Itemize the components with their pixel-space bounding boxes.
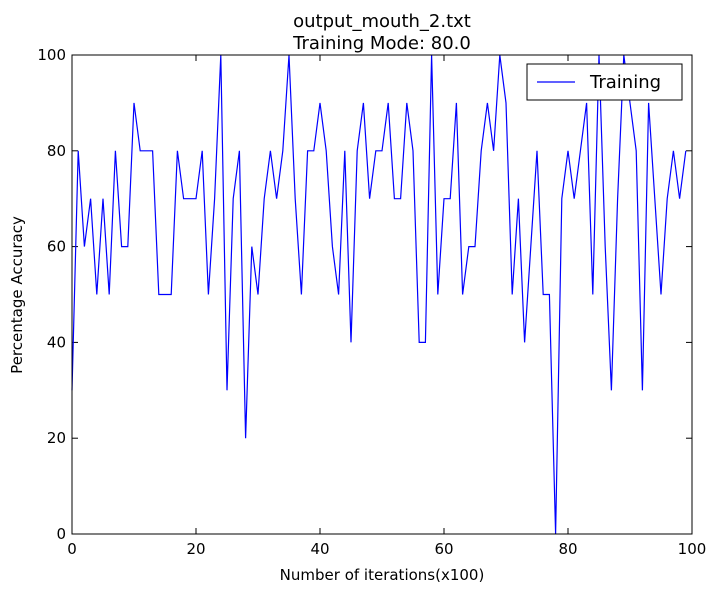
y-tick-label: 0 <box>56 525 66 543</box>
legend-label-training: Training <box>589 72 661 93</box>
series-line-training <box>71 54 687 535</box>
x-tick-label: 100 <box>678 540 707 558</box>
y-tick-label: 60 <box>47 238 66 256</box>
y-tick-label: 100 <box>37 46 66 64</box>
y-tick-label: 40 <box>47 333 66 351</box>
plot-frame <box>71 54 693 535</box>
x-tick-label: 80 <box>558 540 577 558</box>
x-tick-label: 40 <box>310 540 329 558</box>
y-tick-label: 80 <box>47 142 66 160</box>
x-tick-label: 20 <box>186 540 205 558</box>
plot-area <box>72 55 692 534</box>
x-tick-label: 60 <box>434 540 453 558</box>
tick-layer: 0 20 40 60 80 100 0 20 40 60 80 100 <box>37 46 706 558</box>
y-axis-label: Percentage Accuracy <box>8 216 26 374</box>
legend: Training <box>526 63 683 101</box>
y-tick-label: 20 <box>47 429 66 447</box>
x-axis-label: Number of iterations(x100) <box>280 566 485 584</box>
x-tick-label: 0 <box>67 540 77 558</box>
chart-title: output_mouth_2.txt <box>293 11 471 32</box>
chart-subtitle: Training Mode: 80.0 <box>292 33 471 54</box>
